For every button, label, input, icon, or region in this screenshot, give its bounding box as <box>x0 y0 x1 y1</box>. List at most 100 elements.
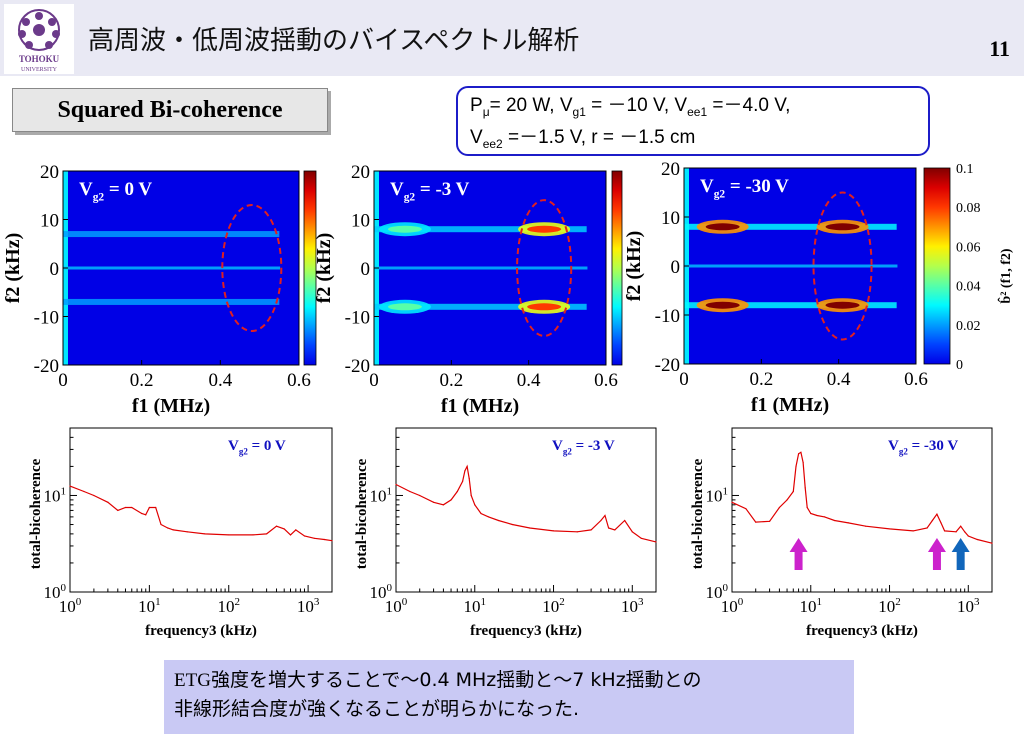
data-point <box>802 461 804 464</box>
data-point <box>976 538 978 541</box>
data-point <box>804 487 806 489</box>
y-tick-label: -10 <box>655 306 680 327</box>
highlight-ellipse <box>516 199 573 337</box>
data-point <box>955 531 957 533</box>
data-point <box>160 523 162 526</box>
data-point <box>470 494 472 497</box>
data-point <box>461 480 464 482</box>
data-point <box>442 504 445 506</box>
data-point <box>991 542 993 544</box>
data-point <box>464 470 466 472</box>
data-point <box>943 530 946 532</box>
x-tick-label: 0.6 <box>904 369 928 390</box>
data-point <box>604 514 606 517</box>
heatmap-band <box>684 223 897 230</box>
data-point <box>768 520 771 522</box>
data-point <box>590 529 592 531</box>
colorbar-tick-label: 0 <box>956 358 963 373</box>
x-tick-label: 0.2 <box>749 369 773 390</box>
data-point <box>607 527 610 529</box>
x-axis-label: frequency3 (kHz) <box>806 623 918 639</box>
data-point <box>204 533 206 535</box>
data-point <box>488 516 490 518</box>
heatmap-zero-line <box>684 264 898 268</box>
data-point <box>640 537 642 539</box>
data-point <box>806 506 808 509</box>
data-point <box>303 535 306 537</box>
data-point <box>936 513 938 515</box>
y-tick-label: 10 <box>40 211 59 232</box>
x-tick-label: 101 <box>464 596 487 616</box>
y-tick-label: 20 <box>351 162 370 183</box>
data-point <box>576 531 578 533</box>
data-point <box>655 541 657 543</box>
data-point <box>331 540 333 542</box>
highlight-ellipse <box>221 203 283 333</box>
data-point <box>497 519 500 522</box>
panel-label: Vg2 = -3 V <box>390 179 470 204</box>
y-axis-label: total-bicoherence <box>690 458 706 569</box>
parameter-subscript: g1 <box>572 104 586 119</box>
heatmap-band <box>374 226 587 233</box>
colorbar <box>303 170 317 366</box>
data-point <box>167 527 169 529</box>
data-point <box>107 501 109 503</box>
data-point <box>466 465 468 468</box>
heatmap-zero-line <box>374 266 588 270</box>
data-point <box>797 453 800 455</box>
data-point <box>450 499 452 501</box>
data-point <box>148 506 150 509</box>
data-point <box>289 534 292 536</box>
heatmap-hotspot <box>387 303 422 311</box>
data-point <box>93 494 95 497</box>
heatmap-zero-line <box>63 266 281 270</box>
data-point <box>795 465 797 468</box>
data-point <box>69 485 71 487</box>
data-point <box>283 528 285 530</box>
x-tick-label: 0 <box>679 369 689 390</box>
colorbar-tick-label: 0.08 <box>956 201 981 216</box>
peak-arrow-icon <box>789 538 808 570</box>
svg-text:TOHOKU: TOHOKU <box>19 54 60 64</box>
data-point <box>624 519 626 522</box>
y-axis-label: f2 (kHz) <box>623 231 645 302</box>
x-tick-label: 102 <box>878 596 901 616</box>
y-tick-label: -20 <box>345 356 370 377</box>
colorbar-tick-label: 0.1 <box>956 162 974 177</box>
y-tick-label: -10 <box>345 308 370 329</box>
data-point <box>124 506 127 509</box>
colorbar-tick-label: 0.02 <box>956 319 981 334</box>
data-point <box>313 537 315 539</box>
data-point <box>228 534 230 536</box>
x-tick-label: 100 <box>721 596 744 616</box>
data-point <box>833 519 836 522</box>
parameter-subscript: μ <box>482 104 490 119</box>
x-tick-label: 102 <box>542 596 565 616</box>
data-point <box>511 523 513 526</box>
y-tick-label: 20 <box>40 162 59 183</box>
heatmap-hotspot <box>387 225 422 233</box>
y-tick-label: -20 <box>34 356 59 377</box>
colorbar-tick-label: 0.04 <box>956 280 981 295</box>
parameter-box: Pμ= 20 W, Vg1 = －10 V, Vee1 =－4.0 V, Vee… <box>456 86 930 156</box>
colorbar <box>923 167 951 365</box>
data-point <box>432 501 435 503</box>
x-axis-label: frequency3 (kHz) <box>470 623 582 639</box>
data-point <box>967 535 969 537</box>
x-tick-label: 102 <box>217 596 240 616</box>
x-tick-label: 103 <box>297 596 320 616</box>
data-point <box>931 519 933 522</box>
colorbar-tick-label: 0.06 <box>956 240 981 255</box>
peak-arrow-icon <box>951 538 970 570</box>
data-point <box>468 477 470 480</box>
data-point <box>117 509 119 512</box>
y-tick-label: 0 <box>50 259 60 280</box>
peak-arrow-icon <box>927 538 946 570</box>
panel-label: Vg2 = 0 V <box>228 438 286 457</box>
x-tick-label: 100 <box>385 596 408 616</box>
y-tick-label: -20 <box>655 355 680 376</box>
data-point <box>395 483 397 486</box>
parameter-line-1: Pμ= 20 W, Vg1 = －10 V, Vee1 =－4.0 V, <box>470 95 791 119</box>
data-point <box>275 525 278 527</box>
